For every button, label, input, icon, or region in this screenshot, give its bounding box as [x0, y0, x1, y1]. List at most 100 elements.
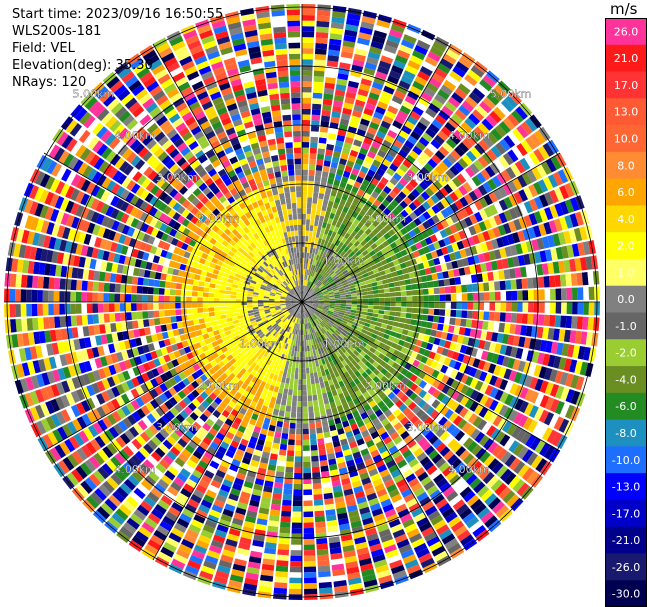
velocity-gate — [372, 478, 383, 487]
velocity-gate — [140, 405, 151, 416]
velocity-gate — [371, 190, 380, 199]
velocity-gate — [228, 347, 235, 354]
velocity-gate — [218, 559, 232, 569]
velocity-gate — [60, 409, 71, 423]
velocity-gate — [104, 498, 118, 512]
velocity-gate — [397, 459, 408, 469]
velocity-gate — [215, 469, 226, 479]
velocity-gate — [423, 86, 436, 98]
velocity-gate — [320, 210, 326, 217]
velocity-gate — [264, 480, 274, 488]
velocity-gate — [319, 454, 327, 461]
velocity-gate — [396, 390, 405, 399]
velocity-gate — [91, 408, 102, 421]
velocity-gate — [313, 186, 320, 193]
velocity-gate — [224, 369, 232, 377]
velocity-gate — [269, 307, 276, 311]
velocity-gate — [147, 512, 161, 525]
velocity-gate — [362, 272, 369, 278]
velocity-gate — [317, 249, 322, 256]
velocity-gate — [480, 169, 491, 181]
velocity-gate — [336, 327, 343, 333]
velocity-gate — [370, 473, 381, 482]
velocity-gate — [415, 276, 422, 283]
velocity-gate — [135, 385, 145, 396]
velocity-gate — [306, 305, 312, 309]
velocity-gate — [560, 387, 570, 401]
velocity-gate — [156, 365, 165, 375]
velocity-gate — [313, 260, 318, 266]
velocity-gate — [473, 187, 483, 199]
velocity-gate — [318, 449, 327, 456]
velocity-gate — [280, 322, 285, 328]
velocity-gate — [302, 180, 308, 187]
velocity-gate — [312, 314, 317, 320]
velocity-gate — [282, 348, 287, 355]
velocity-gate — [310, 214, 316, 221]
velocity-gate — [322, 279, 328, 285]
velocity-gate — [222, 357, 230, 365]
velocity-gate — [40, 387, 50, 401]
velocity-gate — [229, 358, 237, 365]
velocity-gate — [439, 229, 448, 239]
velocity-gate — [245, 515, 257, 524]
velocity-gate — [296, 302, 302, 303]
velocity-gate — [302, 103, 311, 109]
velocity-gate — [483, 292, 490, 301]
velocity-gate — [375, 322, 382, 327]
velocity-gate — [105, 459, 118, 472]
velocity-gate — [222, 479, 233, 488]
velocity-gate — [362, 325, 369, 331]
velocity-gate — [303, 550, 316, 556]
velocity-gate — [376, 168, 386, 177]
velocity-gate — [407, 60, 421, 70]
velocity-gate — [200, 328, 208, 335]
velocity-gate — [214, 356, 222, 364]
velocity-gate — [343, 488, 354, 496]
velocity-gate — [106, 401, 116, 413]
velocity-gate — [361, 568, 375, 577]
velocity-gate — [235, 295, 242, 299]
velocity-gate — [386, 203, 395, 212]
velocity-gate — [449, 191, 459, 202]
velocity-gate — [317, 330, 322, 337]
velocity-gate — [462, 138, 474, 150]
velocity-gate — [321, 334, 326, 341]
velocity-gate — [483, 206, 493, 218]
velocity-gate — [232, 376, 240, 384]
velocity-gate — [157, 499, 170, 511]
velocity-gate — [302, 291, 304, 297]
velocity-gate — [327, 310, 334, 314]
velocity-gate — [311, 308, 316, 312]
velocity-gate — [295, 450, 302, 457]
velocity-gate — [259, 502, 271, 510]
velocity-gate — [258, 306, 264, 309]
velocity-gate — [479, 451, 491, 464]
velocity-gate — [346, 412, 354, 421]
velocity-gate — [119, 482, 133, 495]
velocity-gate — [310, 258, 314, 265]
velocity-gate — [395, 503, 408, 513]
velocity-gate — [208, 367, 217, 375]
velocity-gate — [380, 177, 389, 186]
velocity-gate — [277, 375, 282, 382]
velocity-gate — [412, 49, 426, 61]
velocity-gate — [444, 286, 451, 294]
velocity-gate — [440, 364, 449, 374]
velocity-gate — [378, 289, 385, 294]
velocity-gate — [294, 334, 297, 341]
velocity-gate — [474, 380, 484, 391]
velocity-gate — [195, 329, 203, 337]
velocity-gate — [16, 363, 25, 378]
velocity-gate — [362, 259, 369, 266]
velocity-gate — [564, 183, 575, 198]
velocity-gate — [320, 313, 326, 317]
velocity-gate — [392, 172, 402, 182]
velocity-gate — [405, 336, 413, 343]
velocity-gate — [27, 361, 36, 375]
velocity-gate — [274, 325, 280, 331]
velocity-gate — [333, 150, 341, 158]
velocity-gate — [289, 309, 295, 314]
velocity-gate — [285, 300, 291, 302]
velocity-gate — [503, 323, 511, 334]
